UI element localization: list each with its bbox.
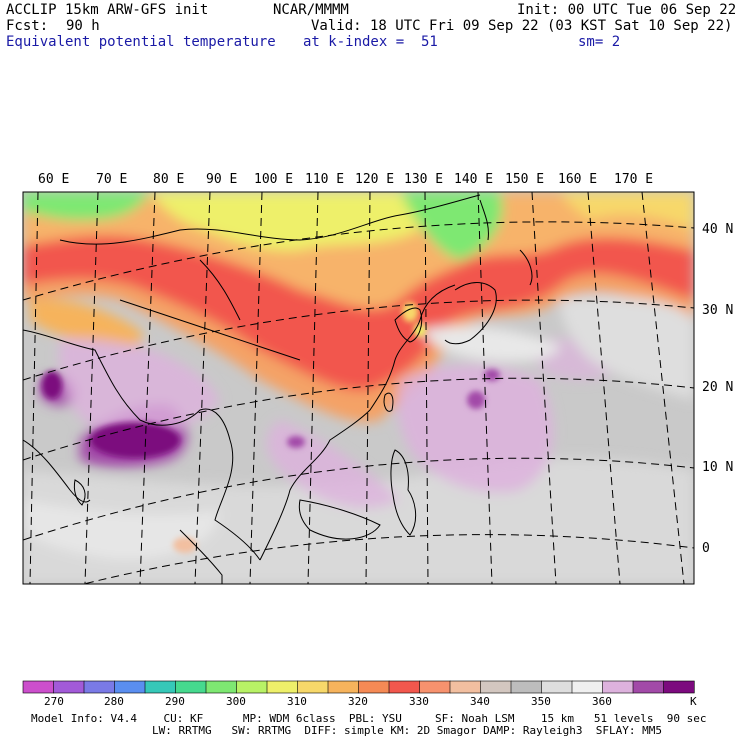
colorbar-tick-360: 360	[592, 695, 612, 708]
colorbar-swatch	[510, 680, 543, 694]
colorbar-unit: K	[690, 695, 697, 708]
colorbar-swatch	[419, 680, 451, 694]
colorbar-swatch	[266, 680, 299, 694]
colorbar-tick-270: 270	[44, 695, 64, 708]
lon-label-120e: 120 E	[355, 172, 395, 187]
colorbar-swatch	[175, 680, 207, 694]
colorbar-tick-300: 300	[226, 695, 246, 708]
model-info-line2: LW: RRTMG SW: RRTMG DIFF: simple KM: 2D …	[152, 724, 662, 737]
colorbar	[22, 680, 695, 694]
lon-label-150e: 150 E	[505, 172, 545, 187]
colorbar-swatch	[571, 680, 604, 694]
lat-label-0: 0	[702, 541, 710, 556]
lon-label-80e: 80 E	[153, 172, 185, 187]
colorbar-swatch	[358, 680, 390, 694]
init-time: Init: 00 UTC Tue 06 Sep 22	[517, 2, 737, 18]
colorbar-tick-350: 350	[531, 695, 551, 708]
colorbar-swatch	[388, 680, 421, 694]
colorbar-swatch	[205, 680, 238, 694]
colorbar-swatch	[632, 680, 665, 694]
map-frame	[22, 191, 695, 585]
vertical-level: at k-index = 51	[303, 34, 438, 50]
model-title: ACCLIP 15km ARW-GFS init	[6, 2, 209, 18]
lon-label-130e: 130 E	[404, 172, 444, 187]
field-name: Equivalent potential temperature	[6, 34, 276, 50]
colorbar-swatch	[602, 680, 634, 694]
organization-label: NCAR/MMMM	[273, 2, 349, 18]
forecast-label: Fcst:	[6, 18, 49, 34]
colorbar-swatch	[541, 680, 573, 694]
lon-label-170e: 170 E	[614, 172, 654, 187]
colorbar-swatch	[22, 680, 55, 694]
colorbar-tick-310: 310	[287, 695, 307, 708]
lon-label-100e: 100 E	[254, 172, 294, 187]
lat-label-40n: 40 N	[702, 222, 734, 237]
colorbar-swatch	[297, 680, 329, 694]
lon-label-70e: 70 E	[96, 172, 128, 187]
colorbar-tick-330: 330	[409, 695, 429, 708]
smoothing-value: sm= 2	[578, 34, 621, 50]
colorbar-swatch	[236, 680, 268, 694]
lon-label-60e: 60 E	[38, 172, 70, 187]
colorbar-swatch	[480, 680, 512, 694]
lat-label-20n: 20 N	[702, 380, 734, 395]
colorbar-swatch	[663, 680, 695, 694]
colorbar-tick-320: 320	[348, 695, 368, 708]
colorbar-swatch	[327, 680, 360, 694]
colorbar-swatch	[83, 680, 116, 694]
colorbar-tick-280: 280	[104, 695, 124, 708]
valid-time: Valid: 18 UTC Fri 09 Sep 22 (03 KST Sat …	[311, 18, 733, 34]
forecast-hours: 90 h	[66, 18, 100, 34]
model-info-line1: Model Info: V4.4 CU: KF MP: WDM 6class P…	[31, 712, 707, 725]
colorbar-swatch	[449, 680, 482, 694]
lon-label-160e: 160 E	[558, 172, 598, 187]
colorbar-swatch	[114, 680, 146, 694]
colorbar-tick-340: 340	[470, 695, 490, 708]
lon-label-110e: 110 E	[305, 172, 345, 187]
colorbar-swatch	[53, 680, 85, 694]
lat-label-10n: 10 N	[702, 460, 734, 475]
colorbar-tick-290: 290	[165, 695, 185, 708]
lon-label-140e: 140 E	[454, 172, 494, 187]
lon-label-90e: 90 E	[206, 172, 238, 187]
colorbar-swatch	[144, 680, 177, 694]
lat-label-30n: 30 N	[702, 303, 734, 318]
